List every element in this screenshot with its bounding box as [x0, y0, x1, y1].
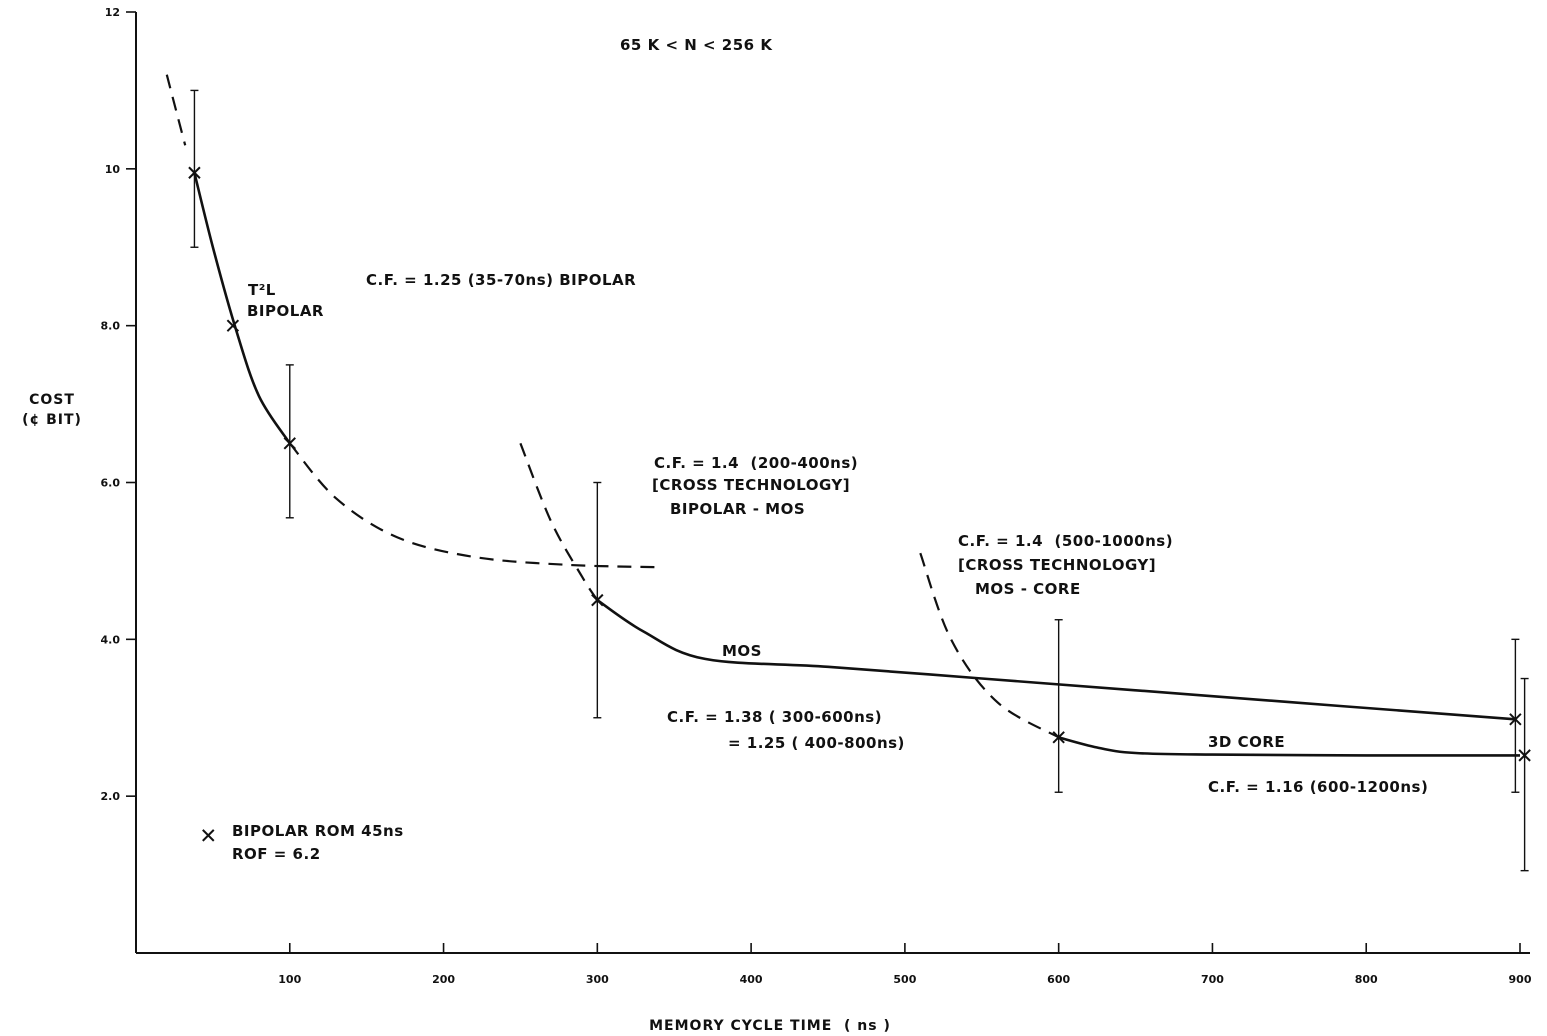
data-point-marker — [1509, 713, 1522, 726]
data-point-marker — [202, 829, 215, 842]
annotation-t2l-line1: T²L — [248, 281, 276, 299]
annotation-core-label: 3D CORE — [1208, 733, 1285, 751]
annotation-rom-line1: BIPOLAR ROM 45ns — [232, 822, 404, 840]
series-line-3d-core-5 — [1058, 736, 1521, 757]
series-line-mos-3 — [596, 599, 1516, 721]
x-tick-label: 800 — [1355, 973, 1378, 986]
annotation-cf-cross-bipolar-mos-line2: [CROSS TECHNOLOGY] — [652, 476, 850, 494]
data-point-marker — [188, 166, 201, 179]
annotation-cf-cross-bipolar-mos-line3: BIPOLAR - MOS — [670, 500, 805, 518]
y-tick-label: 6.0 — [101, 477, 121, 490]
annotation-rom-line2: ROF = 6.2 — [232, 845, 321, 863]
x-tick-label: 200 — [432, 973, 455, 986]
annotation-cf-cross-bipolar-mos-line1: C.F. = 1.4 (200-400ns) — [654, 454, 858, 472]
annotation-cf-mos-line2: = 1.25 ( 400-800ns) — [728, 734, 905, 752]
series-line-extrapolation-6 — [919, 552, 1060, 739]
annotation-cf-cross-mos-core-line2: [CROSS TECHNOLOGY] — [958, 556, 1156, 574]
annotation-cf-mos-line1: C.F. = 1.38 ( 300-600ns) — [667, 708, 882, 726]
y-tick-label: 4.0 — [101, 633, 121, 646]
x-tick-label: 900 — [1509, 973, 1532, 986]
y-tick-label: 10 — [105, 163, 121, 176]
x-tick-label: 700 — [1201, 973, 1224, 986]
annotation-t2l-line2: BIPOLAR — [247, 302, 324, 320]
x-axis-label: MEMORY CYCLE TIME ( ns ) — [649, 1018, 891, 1034]
x-tick-label: 400 — [740, 973, 763, 986]
series-line-extrapolation-2 — [165, 74, 187, 146]
data-point-marker — [1052, 731, 1065, 744]
annotation-cf-bipolar: C.F. = 1.25 (35-70ns) BIPOLAR — [366, 271, 636, 289]
annotation-cf-cross-mos-core-line3: MOS - CORE — [975, 580, 1081, 598]
chart-title: 65 K < N < 256 K — [620, 36, 773, 54]
series-line-extrapolation-1 — [288, 442, 659, 569]
x-tick-label: 500 — [893, 973, 916, 986]
data-point-marker — [283, 437, 296, 450]
y-tick-label: 8.0 — [101, 320, 121, 333]
series-line-extrapolation-4 — [519, 442, 599, 601]
data-point-marker — [591, 593, 604, 607]
y-tick-label: 2.0 — [101, 790, 121, 803]
annotation-mos-label: MOS — [722, 642, 762, 660]
y-axis-label-line1: COST — [29, 392, 75, 408]
data-point-marker — [1518, 749, 1531, 762]
annotation-cf-cross-mos-core-line1: C.F. = 1.4 (500-1000ns) — [958, 532, 1173, 550]
x-tick-label: 600 — [1047, 973, 1070, 986]
y-axis-label-line2: (¢ BIT) — [22, 412, 82, 428]
annotation-cf-core: C.F. = 1.16 (600-1200ns) — [1208, 778, 1428, 796]
data-point-marker — [226, 319, 240, 332]
x-tick-label: 300 — [586, 973, 609, 986]
y-tick-label: 12 — [105, 6, 120, 19]
x-tick-label: 100 — [278, 973, 301, 986]
